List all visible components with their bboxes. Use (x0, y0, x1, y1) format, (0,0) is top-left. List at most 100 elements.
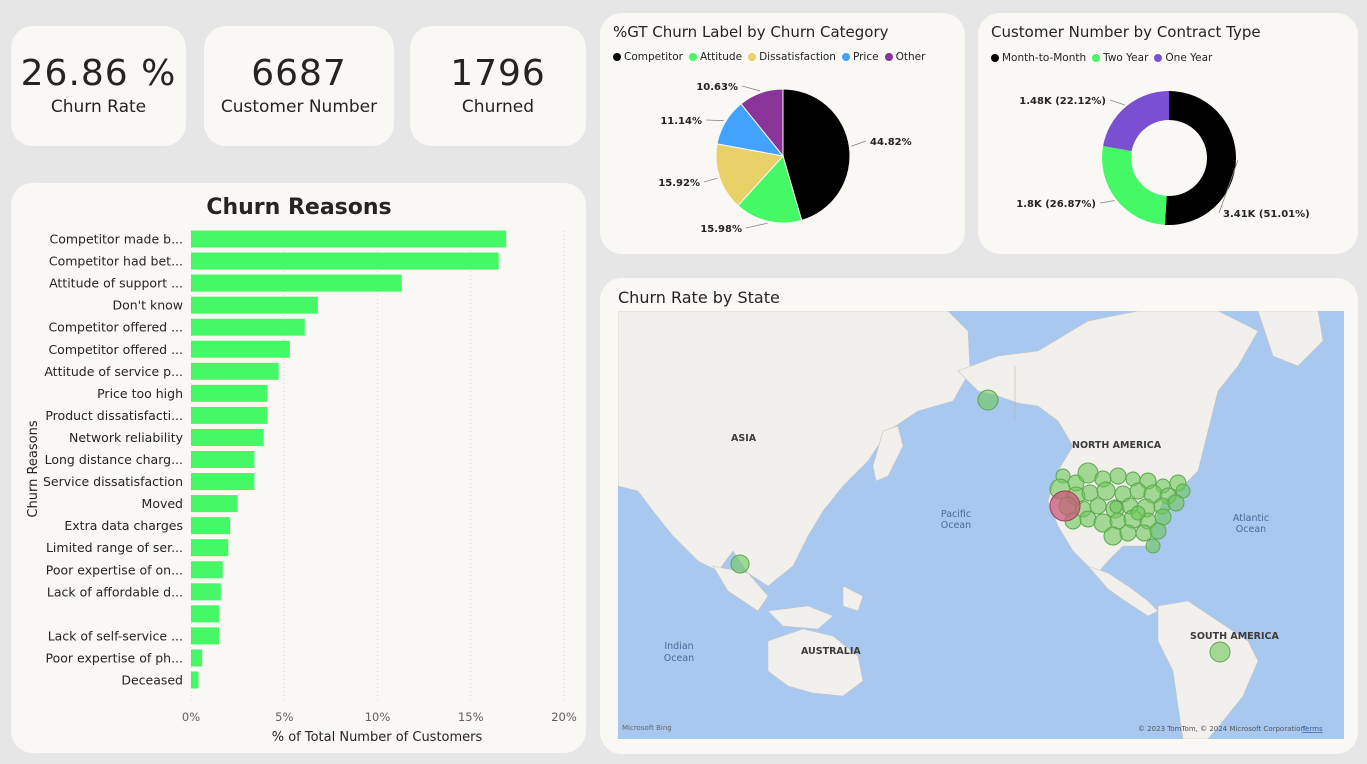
pie-slice[interactable] (715, 143, 784, 207)
legend-item-other[interactable]: Other (884, 51, 925, 63)
x-tick-label: 0% (182, 710, 200, 724)
bar[interactable] (191, 340, 290, 358)
pie-data-label: 44.82% (870, 137, 912, 148)
legend-item-competitor[interactable]: Competitor (613, 51, 683, 63)
bar[interactable] (191, 274, 402, 292)
bar[interactable] (191, 384, 268, 402)
donut-slice[interactable] (1102, 145, 1167, 225)
map-bubble-california[interactable] (1049, 490, 1081, 522)
bar[interactable] (191, 583, 221, 601)
legend-item-one-year[interactable]: One Year (1154, 52, 1212, 64)
contract-type-title: Customer Number by Contract Type (991, 23, 1261, 41)
map-bubble[interactable] (1167, 494, 1185, 512)
map-bubble[interactable] (1209, 641, 1231, 663)
map-bubble[interactable] (1145, 538, 1161, 554)
legend-label: Competitor (624, 51, 684, 63)
bar[interactable] (191, 451, 255, 468)
donut-slice[interactable] (1164, 91, 1236, 225)
y-tick-label: Price too high (97, 386, 183, 401)
contract-type-donut[interactable]: 3.41K (51.01%) 1.8K (26.87%) 1.48K (22.12%… (978, 13, 1358, 254)
bar[interactable] (191, 318, 305, 336)
map-label-pacific-2: Ocean (941, 520, 971, 531)
pie-slice[interactable] (740, 88, 784, 158)
pie-slice[interactable] (782, 88, 851, 221)
y-axis-label: Churn Reasons (26, 420, 41, 517)
map-bubble[interactable] (1149, 522, 1167, 540)
churn-reasons-card[interactable]: Churn Reasons 0% 5% 10% 15% 20% Competitor mad… (11, 183, 586, 753)
y-tick-label: Attitude of service p... (44, 364, 183, 379)
map-bubble[interactable] (1135, 524, 1153, 542)
bing-logo: Microsoft Bing (622, 724, 672, 732)
y-tick-label: Competitor offered ... (48, 342, 183, 357)
map-terms-link[interactable]: Terms (1301, 725, 1323, 733)
bar[interactable] (191, 627, 219, 645)
bar[interactable] (191, 230, 507, 248)
japan-landmass (872, 425, 904, 482)
bar[interactable] (191, 649, 203, 667)
donut-leader-line (1218, 159, 1239, 214)
map-label-asia: ASIA (731, 433, 757, 444)
kpi-card-churned[interactable]: 1796 Churned (410, 26, 586, 146)
bar-chart-title: Churn Reasons (206, 195, 391, 220)
x-tick-label: 20% (551, 710, 577, 724)
map-bubble[interactable] (1109, 467, 1127, 485)
bar[interactable] (191, 296, 318, 314)
donut-slice[interactable] (1103, 91, 1169, 152)
pie-slice[interactable] (737, 155, 803, 224)
bar[interactable] (191, 406, 268, 424)
bar[interactable] (191, 362, 279, 380)
contract-type-card[interactable]: Customer Number by Contract Type Month-t… (978, 13, 1358, 254)
legend-dot (1092, 54, 1101, 62)
churn-map[interactable]: ASIA NORTH AMERICA AUSTRALIA SOUTH AMERI… (618, 311, 1344, 739)
map-bubble[interactable] (1175, 483, 1191, 499)
legend-item-dissatisfaction[interactable]: Dissatisfaction (748, 51, 836, 63)
churn-category-card[interactable]: %GT Churn Label by Churn Category Compet… (600, 13, 965, 254)
map-bubble[interactable] (1089, 497, 1107, 515)
bar[interactable] (191, 517, 231, 535)
legend-item-attitude[interactable]: Attitude (689, 51, 742, 63)
bar[interactable] (191, 495, 238, 513)
map-bubble[interactable] (977, 389, 999, 411)
map-bubble[interactable] (1129, 482, 1147, 500)
pie-leader-line (703, 177, 718, 183)
y-tick-label: Competitor offered ... (48, 320, 183, 335)
churn-map-card[interactable]: Churn Rate by State ASIA NORTH AMERICA A… (600, 278, 1358, 754)
kpi-card-customer-number[interactable]: 6687 Customer Number (204, 26, 394, 146)
y-tick-label: Lack of self-service ... (48, 628, 183, 643)
x-tick-label: 15% (458, 710, 484, 724)
bar[interactable] (191, 561, 223, 579)
map-bubble[interactable] (1103, 526, 1123, 546)
x-tick-label: 5% (275, 710, 293, 724)
bar[interactable] (191, 473, 255, 491)
legend-item-two-year[interactable]: Two Year (1092, 52, 1148, 64)
legend-item-month-to-month[interactable]: Month-to-Month (991, 52, 1086, 64)
bar[interactable] (191, 428, 264, 446)
south-america-landmass (1157, 600, 1259, 739)
kpi-card-churn-rate[interactable]: 26.86 % Churn Rate (11, 26, 186, 146)
churn-reasons-chart[interactable]: Churn Reasons 0% 5% 10% 15% 20% Competitor mad… (11, 183, 586, 753)
pie-data-label: 15.92% (658, 178, 700, 189)
churn-category-legend[interactable]: Competitor Attitude Dissatisfaction Price Ot… (613, 51, 925, 63)
map-bubble[interactable] (1109, 500, 1123, 514)
map-bubble[interactable] (1130, 505, 1146, 521)
bar[interactable] (191, 671, 199, 689)
bar[interactable] (191, 539, 229, 557)
australia-landmass (767, 628, 864, 697)
bar[interactable] (191, 252, 499, 270)
map-bubble[interactable] (730, 554, 750, 574)
pie-leader-line (745, 222, 768, 229)
map-bubble[interactable] (1096, 481, 1116, 501)
legend-label: Attitude (700, 51, 743, 63)
map-label-australia: AUSTRALIA (801, 646, 861, 657)
legend-label: Dissatisfaction (759, 51, 836, 63)
y-tick-label: Long distance charg... (45, 452, 183, 467)
legend-item-price[interactable]: Price (841, 51, 879, 63)
churn-category-pie[interactable]: 44.82% 15.98% 15.92% 11.14% 10.63% (600, 13, 965, 254)
bar[interactable] (191, 605, 219, 623)
legend-label: Two Year (1103, 52, 1149, 64)
churned-value: 1796 (450, 53, 546, 95)
map-bubble[interactable] (1079, 510, 1097, 528)
contract-type-legend[interactable]: Month-to-Month Two Year One Year (991, 52, 1212, 64)
map-bubble[interactable] (1119, 524, 1137, 542)
map-label-indian: Indian (664, 641, 693, 652)
